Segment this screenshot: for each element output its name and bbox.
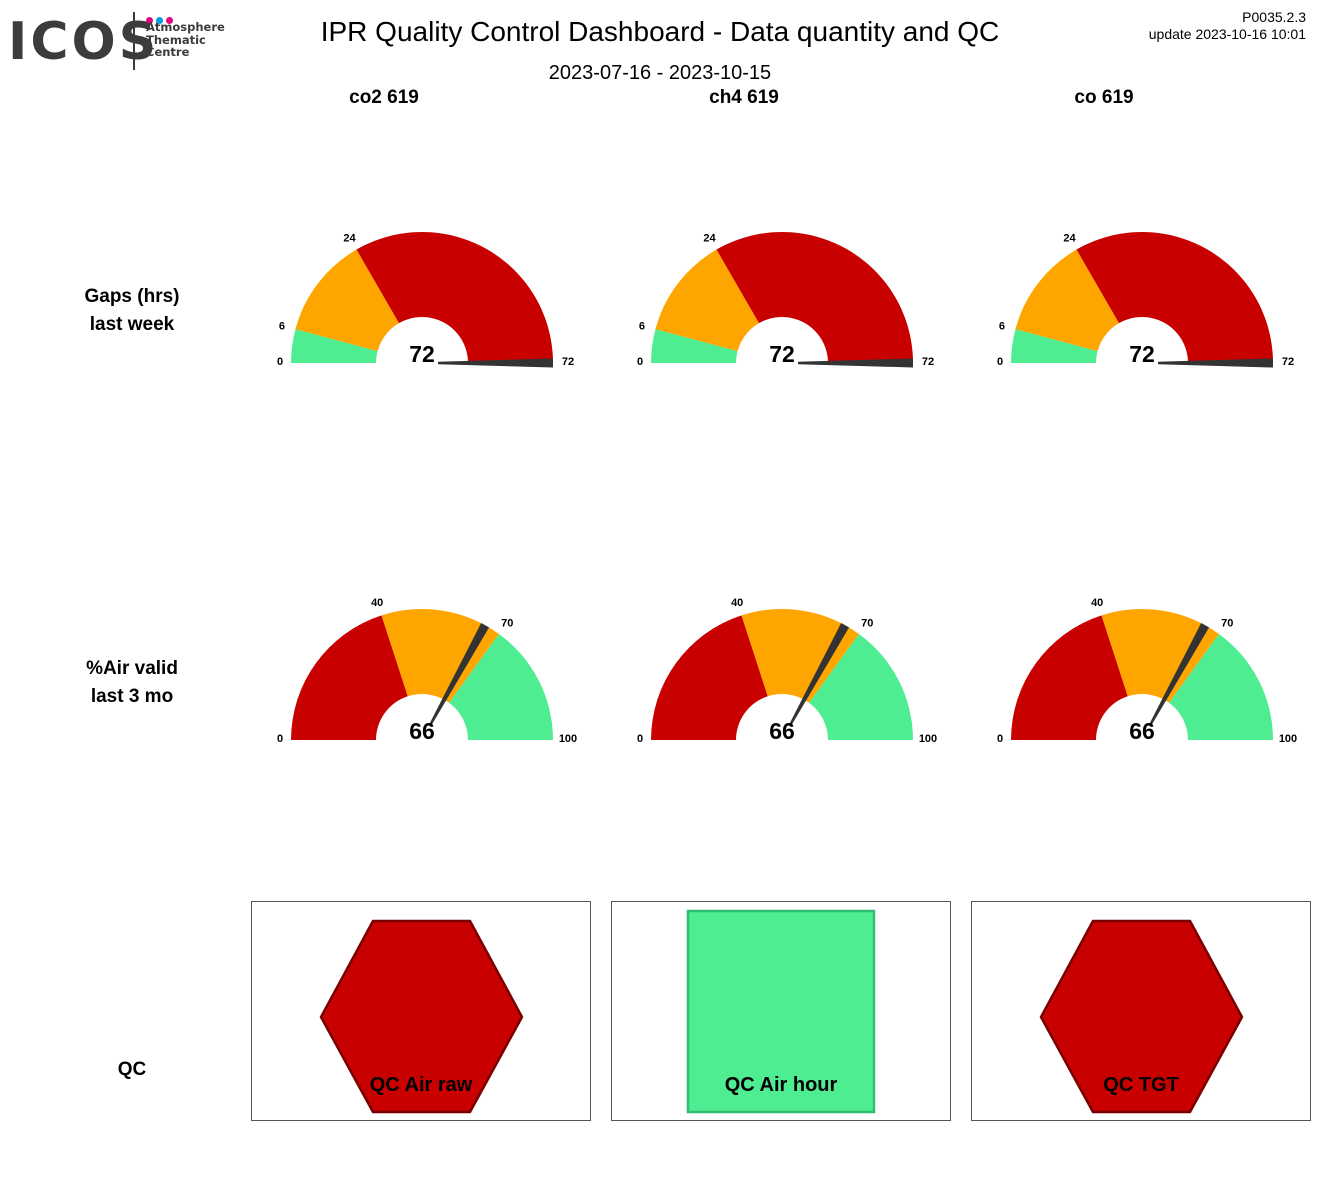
logo-line-2: Thematic	[146, 32, 206, 47]
version-label: P0035.2.3	[1242, 9, 1306, 25]
gauge-band-red	[716, 232, 913, 363]
gauge-band-orange	[295, 249, 399, 352]
gauge-band-green	[1011, 329, 1098, 363]
qc-square	[686, 909, 876, 1114]
qc-shape-tgt	[1039, 919, 1244, 1114]
qc-hexagon	[1039, 919, 1244, 1114]
gauge-tick-label: 70	[1221, 618, 1233, 630]
qc-shape-air-raw	[319, 919, 524, 1114]
gauge-co2-air: 0 40 70 100 66	[277, 597, 577, 745]
logo-line-1: Atmosphere	[146, 20, 225, 34]
dashboard-title: IPR Quality Control Dashboard - Data qua…	[0, 16, 1320, 48]
gauge-tick-label: 6	[999, 320, 1005, 332]
qc-label-tgt: QC TGT	[1103, 1074, 1179, 1096]
gauge-band-red	[356, 232, 553, 363]
row-label-gaps: Gaps (hrs) last week	[22, 283, 242, 339]
qc-shape-air-hour	[686, 909, 876, 1114]
gauge-band-green	[449, 634, 553, 740]
dashboard-title-text: IPR Quality Control Dashboard - Data qua…	[320, 16, 1000, 47]
gauge-grid: 0 6 24 72 72 0 6 24 72 72 0 6 24 72 72 0 40 70 100 66 0 40 70 1…	[277, 232, 1297, 745]
gauge-value: 72	[1129, 341, 1155, 367]
gauge-value: 66	[409, 718, 435, 744]
column-header-ch4: ch4 619	[709, 87, 779, 108]
gauge-tick-label: 100	[919, 733, 937, 745]
gauge-tick-label: 0	[997, 356, 1003, 368]
logo-dot-1	[146, 17, 153, 24]
qc-panel-tgt: QC TGT	[971, 901, 1311, 1121]
gauge-tick-label: 70	[861, 618, 873, 630]
gauge-needle	[438, 358, 553, 368]
gauge-band-orange	[1015, 249, 1119, 352]
gauge-tick-label: 72	[562, 356, 574, 368]
gauge-tick-label: 0	[277, 733, 283, 745]
gauge-ch4-air: 0 40 70 100 66	[637, 597, 937, 745]
gauge-tick-label: 100	[559, 733, 577, 745]
gauge-value: 66	[1129, 718, 1155, 744]
qc-label-air-raw: QC Air raw	[369, 1074, 473, 1096]
row-label-air-line1: %Air valid	[86, 658, 178, 679]
gauge-needle	[428, 623, 490, 727]
gauge-co2-gaps: 0 6 24 72 72	[277, 232, 574, 368]
logo-dot-3	[166, 17, 173, 24]
logo-wordmark: ICOS	[8, 12, 160, 72]
date-range: 2023-07-16 - 2023-10-15	[548, 62, 772, 84]
column-header-co2: co2 619	[349, 87, 419, 108]
gauge-co-gaps: 0 6 24 72 72	[997, 232, 1294, 368]
column-header-co: co 619	[1074, 87, 1134, 108]
row-label-gaps-line1: Gaps (hrs)	[84, 286, 180, 307]
gauge-tick-label: 40	[731, 597, 743, 609]
logo-divider	[133, 12, 135, 70]
row-label-air-valid: %Air valid last 3 mo	[22, 655, 242, 711]
gauge-band-red	[1076, 232, 1273, 363]
gauge-tick-label: 6	[639, 320, 645, 332]
gauge-tick-label: 0	[637, 733, 643, 745]
gauge-band-red	[1011, 615, 1128, 740]
gauge-tick-label: 0	[277, 356, 283, 368]
gauge-tick-label: 72	[1282, 356, 1294, 368]
logo-dots	[146, 11, 176, 24]
gauge-band-red	[651, 615, 768, 740]
gauge-value: 72	[409, 341, 435, 367]
gauge-band-red	[291, 615, 408, 740]
gauge-tick-label: 6	[279, 320, 285, 332]
gauge-band-green	[809, 634, 913, 740]
gauge-band-green	[291, 329, 378, 363]
gauge-tick-label: 100	[1279, 733, 1297, 745]
gauge-value: 72	[769, 341, 795, 367]
gauge-tick-label: 24	[1063, 232, 1076, 244]
logo-dot-2	[156, 17, 163, 24]
gauge-tick-label: 40	[1091, 597, 1103, 609]
gauge-tick-label: 40	[371, 597, 383, 609]
qc-hexagon	[319, 919, 524, 1114]
gauge-band-orange	[741, 609, 859, 703]
qc-panel-air-raw: QC Air raw	[251, 901, 591, 1121]
gauge-band-orange	[381, 609, 499, 703]
gauge-tick-label: 0	[997, 733, 1003, 745]
row-label-qc: QC	[117, 1059, 147, 1080]
icos-logo: ICOS Atmosphere Thematic Centre	[8, 10, 238, 72]
gauge-needle	[1158, 358, 1273, 368]
gauge-band-orange	[1101, 609, 1219, 703]
logo-line-3: Centre	[146, 45, 190, 59]
gauge-tick-label: 24	[343, 232, 356, 244]
gauge-band-green	[651, 329, 738, 363]
gauge-tick-label: 24	[703, 232, 716, 244]
update-timestamp: update 2023-10-16 10:01	[1148, 26, 1306, 42]
gauge-needle	[1148, 623, 1210, 727]
row-label-gaps-line2: last week	[89, 314, 175, 335]
gauge-co-air: 0 40 70 100 66	[997, 597, 1297, 745]
row-label-air-line2: last 3 mo	[90, 686, 174, 707]
gauge-tick-label: 70	[501, 618, 513, 630]
gauge-needle	[788, 623, 850, 727]
qc-label-air-hour: QC Air hour	[724, 1074, 838, 1096]
gauge-band-orange	[655, 249, 759, 352]
gauge-tick-label: 0	[637, 356, 643, 368]
gauge-value: 66	[769, 718, 795, 744]
gauge-ch4-gaps: 0 6 24 72 72	[637, 232, 934, 368]
gauge-tick-label: 72	[922, 356, 934, 368]
logo-subtitle: Atmosphere Thematic Centre	[146, 21, 225, 59]
qc-panel-air-hour: QC Air hour	[611, 901, 951, 1121]
gauge-band-green	[1169, 634, 1273, 740]
gauge-needle	[798, 358, 913, 368]
